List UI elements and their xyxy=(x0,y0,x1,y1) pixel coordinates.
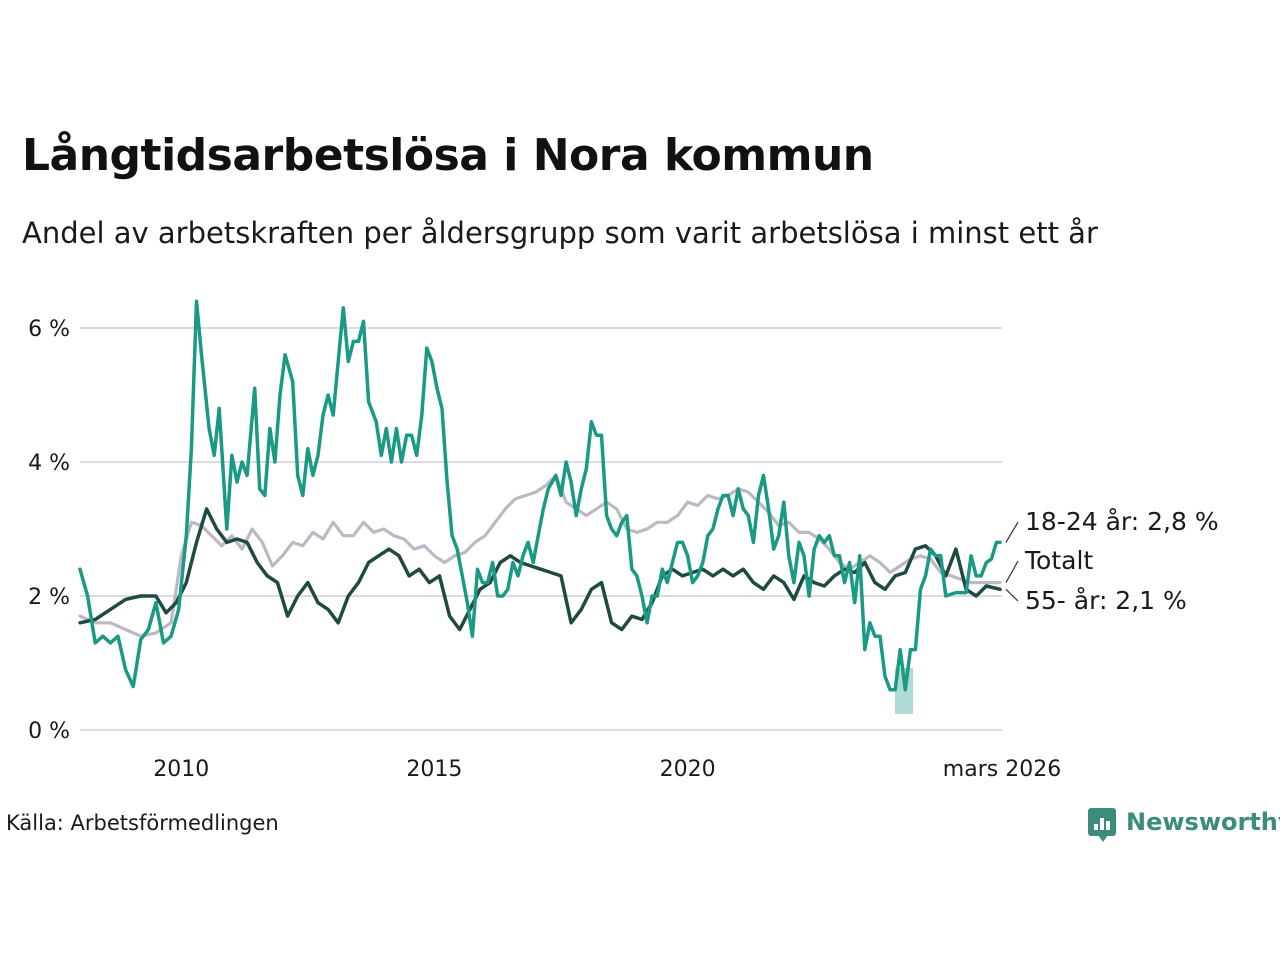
series-end-label: 18-24 år: 2,8 % xyxy=(1025,507,1219,536)
y-tick-label: 2 % xyxy=(28,585,70,610)
y-tick-label: 0 % xyxy=(28,719,70,744)
label-leader-line xyxy=(1005,521,1019,543)
series-lines xyxy=(78,299,1002,692)
y-axis-ticks: 0 % 2 % 4 % 6 % xyxy=(28,317,70,744)
brand-logo: Newsworthy xyxy=(1088,804,1280,842)
series-line-18-24-r xyxy=(78,299,1002,692)
label-leader-line xyxy=(1005,588,1019,602)
x-axis-ticks: 2010 2015 2020 mars 2026 xyxy=(153,757,1061,782)
series-end-label: Totalt xyxy=(1024,546,1093,575)
x-tick-label: 2020 xyxy=(660,757,716,782)
y-tick-label: 4 % xyxy=(28,451,70,476)
chart-subtitle: Andel av arbetskraften per åldersgrupp s… xyxy=(22,216,1098,250)
series-end-labels: Totalt 55- år: 2,1 % 18-24 år: 2,8 % xyxy=(1005,507,1219,615)
x-tick-label: 2015 xyxy=(406,757,462,782)
source-note: Källa: Arbetsförmedlingen xyxy=(6,811,279,835)
label-leader-line xyxy=(1005,560,1019,583)
y-tick-label: 6 % xyxy=(28,317,70,342)
youth-confidence-band xyxy=(895,668,913,714)
x-tick-label: mars 2026 xyxy=(943,757,1061,782)
gridlines xyxy=(80,327,1002,731)
series-end-label: 55- år: 2,1 % xyxy=(1025,586,1187,615)
x-tick-label: 2010 xyxy=(153,757,209,782)
chart-title: Långtidsarbetslösa i Nora kommun xyxy=(22,130,874,181)
newsworthy-icon xyxy=(1088,808,1116,842)
brand-name: Newsworthy xyxy=(1126,808,1280,836)
youth-band-segment xyxy=(895,668,913,714)
